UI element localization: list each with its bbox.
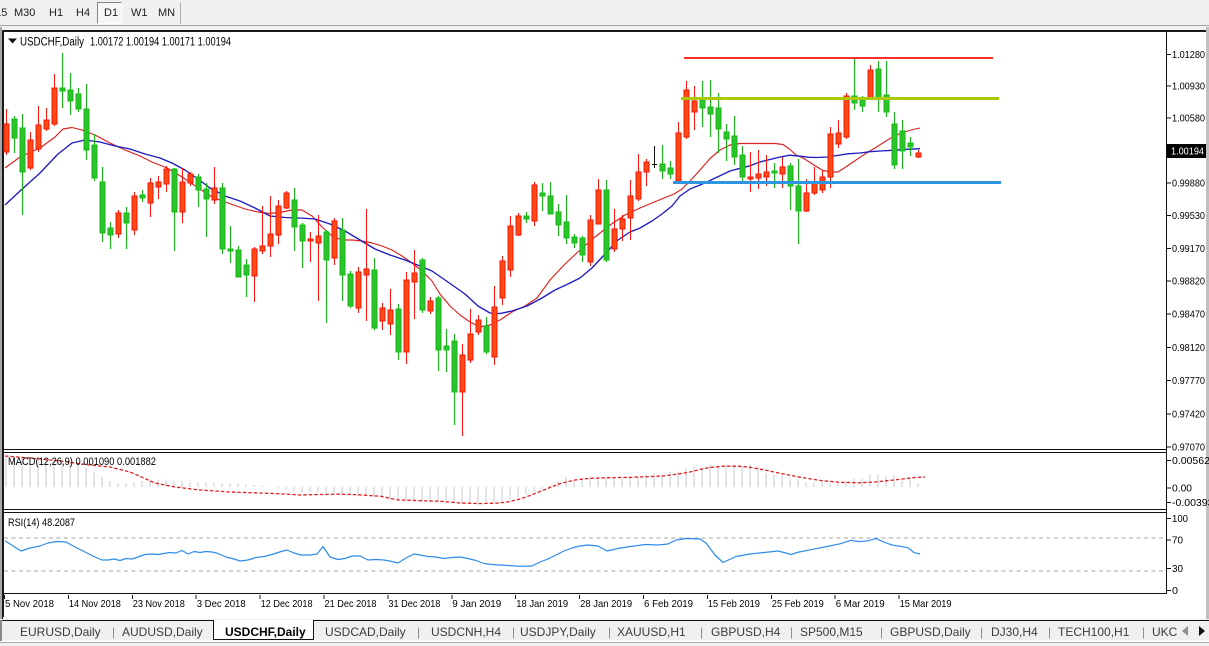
svg-text:-0.003937: -0.003937	[1172, 497, 1209, 509]
svg-text:0.97070: 0.97070	[1172, 442, 1205, 454]
svg-text:USDCHF,Daily: USDCHF,Daily	[20, 37, 84, 49]
svg-text:23 Nov 2018: 23 Nov 2018	[133, 598, 185, 610]
svg-text:6 Mar 2019: 6 Mar 2019	[836, 598, 885, 610]
svg-text:100: 100	[1172, 513, 1188, 525]
svg-text:MACD(12,26,9) 0.001090 0.00188: MACD(12,26,9) 0.001090 0.001882	[8, 456, 156, 468]
svg-text:1.00172 1.00194 1.00171 1.0019: 1.00172 1.00194 1.00171 1.00194	[90, 37, 231, 49]
svg-text:0.00: 0.00	[1172, 483, 1192, 495]
svg-text:1.00194: 1.00194	[1171, 146, 1204, 158]
svg-text:1.00930: 1.00930	[1172, 80, 1205, 92]
svg-text:0.97770: 0.97770	[1172, 375, 1205, 387]
svg-text:3 Dec 2018: 3 Dec 2018	[197, 598, 246, 610]
svg-text:0.98470: 0.98470	[1172, 309, 1205, 321]
svg-text:12 Dec 2018: 12 Dec 2018	[261, 598, 313, 610]
svg-text:15 Mar 2019: 15 Mar 2019	[900, 598, 952, 610]
svg-text:15 Feb 2019: 15 Feb 2019	[708, 598, 760, 610]
svg-text:0: 0	[1172, 585, 1178, 597]
svg-text:0.99170: 0.99170	[1172, 243, 1205, 255]
svg-text:5 Nov 2018: 5 Nov 2018	[5, 598, 54, 610]
svg-text:0.97420: 0.97420	[1172, 408, 1205, 420]
svg-text:0.98120: 0.98120	[1172, 342, 1205, 354]
svg-text:25 Feb 2019: 25 Feb 2019	[772, 598, 824, 610]
svg-text:9 Jan 2019: 9 Jan 2019	[452, 598, 501, 610]
svg-text:1.01280: 1.01280	[1172, 49, 1205, 61]
svg-text:6 Feb 2019: 6 Feb 2019	[644, 598, 693, 610]
svg-text:31 Dec 2018: 31 Dec 2018	[388, 598, 440, 610]
svg-text:0.98820: 0.98820	[1172, 276, 1205, 288]
svg-text:RSI(14) 48.2087: RSI(14) 48.2087	[8, 517, 75, 529]
svg-text:14 Nov 2018: 14 Nov 2018	[69, 598, 121, 610]
svg-text:18 Jan 2019: 18 Jan 2019	[516, 598, 568, 610]
svg-text:21 Dec 2018: 21 Dec 2018	[325, 598, 377, 610]
svg-text:70: 70	[1172, 535, 1183, 547]
svg-text:30: 30	[1172, 563, 1183, 575]
svg-text:0.99880: 0.99880	[1172, 178, 1205, 190]
svg-text:0.99530: 0.99530	[1172, 210, 1205, 222]
svg-text:0.0056297: 0.0056297	[1172, 455, 1209, 467]
svg-text:28 Jan 2019: 28 Jan 2019	[580, 598, 632, 610]
svg-text:1.00580: 1.00580	[1172, 112, 1205, 124]
